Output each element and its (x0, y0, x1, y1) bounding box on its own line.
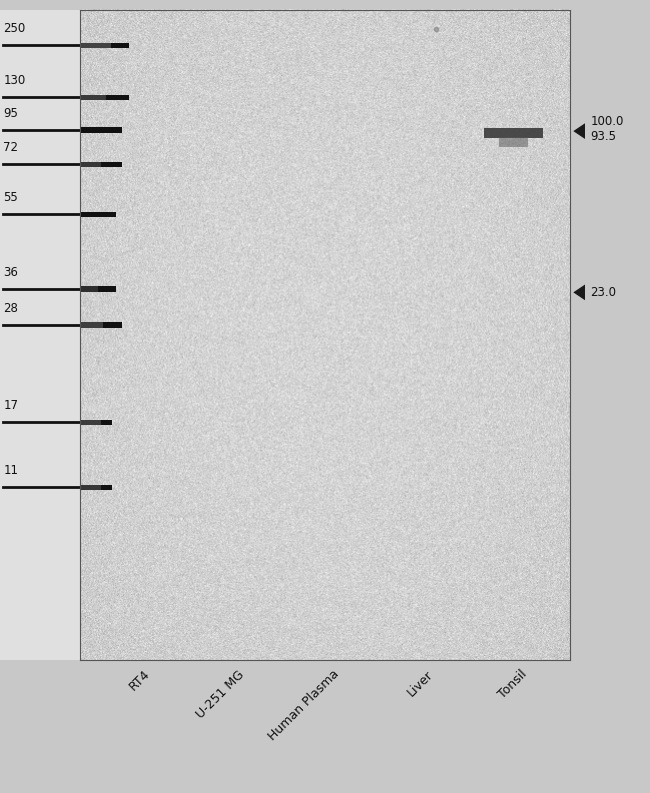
Polygon shape (573, 285, 585, 301)
Text: 250: 250 (3, 22, 25, 35)
Bar (80, 485, 112, 490)
Bar (80, 162, 122, 167)
Bar (80, 322, 103, 328)
Text: Liver: Liver (404, 668, 436, 699)
Text: RT4: RT4 (127, 668, 153, 694)
Bar (80, 212, 116, 217)
Text: 72: 72 (3, 141, 18, 154)
Text: Tonsil: Tonsil (496, 668, 530, 701)
Bar (80, 162, 101, 167)
Text: U-251 MG: U-251 MG (194, 668, 247, 721)
Bar (499, 137, 528, 147)
Text: 28: 28 (3, 301, 18, 315)
Text: 23.0: 23.0 (590, 286, 616, 299)
Text: 95: 95 (3, 106, 18, 120)
Text: 36: 36 (3, 266, 18, 279)
Text: 100.0: 100.0 (590, 115, 623, 128)
Text: 55: 55 (3, 191, 18, 204)
Bar (80, 43, 111, 48)
Bar (80, 286, 116, 292)
Text: 130: 130 (3, 74, 25, 87)
Bar (80, 419, 101, 425)
Polygon shape (573, 123, 585, 139)
Bar (0, 10, 80, 660)
Bar (484, 128, 543, 138)
Text: 11: 11 (3, 464, 18, 477)
Bar (80, 286, 98, 292)
Bar (80, 322, 122, 328)
Text: Human Plasma: Human Plasma (265, 668, 341, 744)
Text: 93.5: 93.5 (590, 130, 616, 144)
Bar (80, 419, 112, 425)
Text: 17: 17 (3, 399, 18, 412)
Bar (80, 43, 129, 48)
Bar (80, 94, 106, 100)
Bar (80, 94, 129, 100)
Bar (80, 127, 122, 132)
Bar (80, 485, 101, 490)
